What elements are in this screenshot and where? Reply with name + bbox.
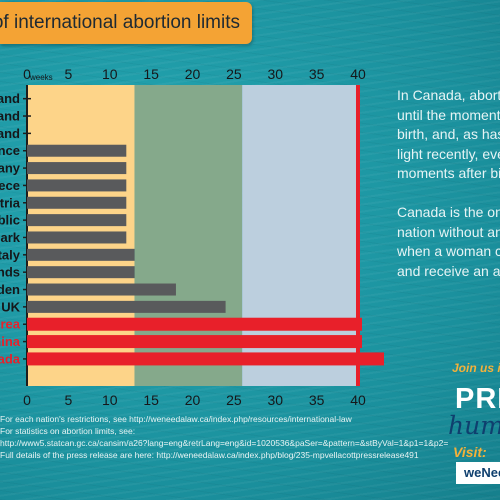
side-line: and receive an abortion. xyxy=(397,262,500,279)
side-line: In Canada, abortion is legal xyxy=(397,87,500,103)
side-line: light recently, even xyxy=(397,145,500,162)
x-tick-label-top: 20 xyxy=(185,66,201,82)
footnote-line: For each nation's restrictions, see http… xyxy=(0,414,352,424)
category-label: Canada xyxy=(0,351,21,366)
promo-visit-text: Visit: xyxy=(453,444,487,460)
side-paragraph-1: In Canada, abortion is legal until the m… xyxy=(397,86,500,184)
x-tick-label-bottom: 25 xyxy=(226,392,242,408)
x-tick-label-top: 15 xyxy=(143,66,159,82)
x-tick-label-bottom: 0 xyxy=(23,392,31,408)
category-label: Czech Republic xyxy=(0,213,20,228)
side-line: birth, and, as has come to xyxy=(397,126,500,142)
side-line: Canada is the only xyxy=(397,204,500,220)
x-tick-label-top: 25 xyxy=(226,66,242,82)
footnote-line: http://www5.statcan.gc.ca/cansim/a26?lan… xyxy=(0,438,448,448)
x-tick-label-bottom: 10 xyxy=(102,392,118,408)
x-tick-label-top: 40 xyxy=(350,66,366,82)
x-tick-label-top: 10 xyxy=(102,66,118,82)
chart-title: Comparison of international abortion lim… xyxy=(0,12,240,33)
promo-url-link[interactable]: weNeedaLaw.ca xyxy=(456,462,500,484)
bar xyxy=(27,179,127,192)
x-tick-label-bottom: 30 xyxy=(267,392,283,408)
x-tick-label-bottom: 5 xyxy=(64,392,72,408)
category-label: UK xyxy=(1,299,20,314)
category-label: Greece xyxy=(0,178,20,193)
x-tick-label-bottom: 35 xyxy=(309,392,325,408)
bar xyxy=(27,352,384,366)
category-label: Ireland xyxy=(0,126,20,141)
side-line: nation without any limits on xyxy=(397,223,500,240)
bar xyxy=(27,283,176,296)
footnote-line: Full details of the press release are he… xyxy=(0,450,419,460)
x-axis-label: weeks xyxy=(29,73,53,82)
promo-press-text: PRESS xyxy=(455,383,500,415)
category-label: Finland xyxy=(0,109,20,124)
promo-human-text: human xyxy=(448,411,500,440)
title-banner: Comparison of international abortion lim… xyxy=(0,2,252,44)
footnotes: For each nation's restrictions, see http… xyxy=(0,413,448,461)
category-label: Italy xyxy=(0,247,21,262)
x-tick-label-top: 0 xyxy=(23,66,31,82)
category-label: France xyxy=(0,143,20,158)
category-label: Denmark xyxy=(0,230,21,245)
bar xyxy=(27,317,362,331)
side-paragraph-2: Canada is the only nation without any li… xyxy=(397,203,500,281)
bar xyxy=(27,196,127,209)
side-line: until the moment of xyxy=(397,106,500,123)
category-label: North Korea xyxy=(0,317,21,332)
category-label: Netherlands xyxy=(0,265,20,280)
category-label: Austria xyxy=(0,195,21,210)
x-tick-label-top: 35 xyxy=(309,66,325,82)
x-tick-label-bottom: 15 xyxy=(143,392,159,408)
category-label: Germany xyxy=(0,161,21,176)
category-label: Iceland xyxy=(0,91,20,106)
bar xyxy=(27,335,362,349)
bar xyxy=(27,266,135,279)
footnote-line: For statistics on abortion limits, see: xyxy=(0,426,136,436)
x-tick-label-top: 5 xyxy=(64,66,72,82)
promo-join-text: Join us in xyxy=(452,361,500,375)
side-line: moments after birth. xyxy=(397,165,500,181)
category-label: China xyxy=(0,334,21,349)
category-label: Sweden xyxy=(0,282,20,297)
bar xyxy=(27,144,127,157)
bar xyxy=(27,248,135,261)
bar xyxy=(27,300,226,313)
side-line: when a woman can xyxy=(397,243,500,259)
x-tick-label-top: 30 xyxy=(267,66,283,82)
bar xyxy=(27,214,127,227)
bar xyxy=(27,162,127,175)
x-tick-label-bottom: 20 xyxy=(185,392,201,408)
bar xyxy=(27,231,127,244)
x-tick-label-bottom: 40 xyxy=(350,392,366,408)
